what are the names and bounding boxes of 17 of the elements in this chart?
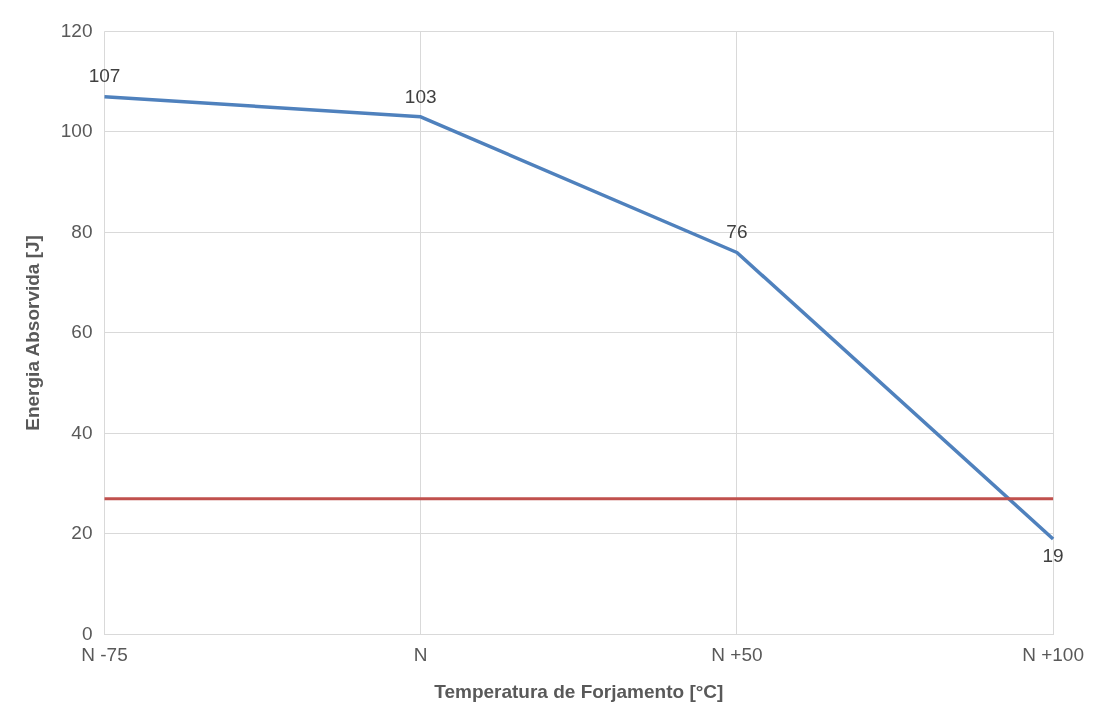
x-tick-label: N +50 bbox=[711, 644, 763, 666]
data-label: 19 bbox=[1042, 544, 1064, 566]
y-tick-label: 40 bbox=[71, 421, 93, 443]
y-axis-title: Energia Absorvida [J] bbox=[21, 235, 43, 431]
y-tick-label: 120 bbox=[60, 19, 93, 41]
data-label: 107 bbox=[88, 65, 121, 87]
y-tick-label: 100 bbox=[60, 120, 93, 142]
y-tick-label: 80 bbox=[71, 220, 93, 242]
data-label: 76 bbox=[726, 221, 748, 243]
x-axis-title: Temperatura de Forjamento [°C] bbox=[434, 680, 724, 702]
x-tick-label: N -75 bbox=[81, 644, 128, 666]
y-tick-label: 20 bbox=[71, 522, 93, 544]
data-label: 103 bbox=[404, 85, 437, 107]
x-tick-label: N +100 bbox=[1022, 644, 1084, 666]
y-tick-label: 0 bbox=[81, 622, 93, 644]
x-tick-label: N bbox=[413, 644, 428, 666]
y-tick-label: 60 bbox=[71, 321, 93, 343]
